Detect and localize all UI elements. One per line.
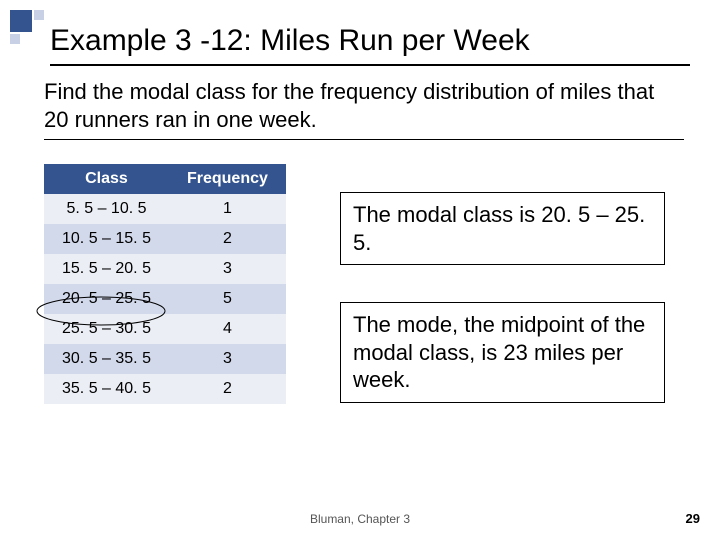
cell-freq: 3 [169,254,286,284]
slide-subtitle: Find the modal class for the frequency d… [44,78,684,140]
corner-decoration [10,10,50,50]
table-row: 15. 5 – 20. 5 3 [44,254,286,284]
table-row: 5. 5 – 10. 5 1 [44,194,286,224]
cell-class: 35. 5 – 40. 5 [44,374,169,404]
square-icon [10,34,20,44]
frequency-table: Class Frequency 5. 5 – 10. 5 1 10. 5 – 1… [44,164,286,404]
slide-title: Example 3 -12: Miles Run per Week [50,24,690,66]
cell-class: 5. 5 – 10. 5 [44,194,169,224]
table-row: 35. 5 – 40. 5 2 [44,374,286,404]
cell-freq: 5 [169,284,286,314]
table-row: 25. 5 – 30. 5 4 [44,314,286,344]
table-row: 20. 5 – 25. 5 5 [44,284,286,314]
table-row: 30. 5 – 35. 5 3 [44,344,286,374]
table-header-row: Class Frequency [44,164,286,194]
callout-modal-class: The modal class is 20. 5 – 25. 5. [340,192,665,265]
cell-class: 15. 5 – 20. 5 [44,254,169,284]
footer-source: Bluman, Chapter 3 [310,512,410,526]
page-number: 29 [686,511,700,526]
callout-mode: The mode, the midpoint of the modal clas… [340,302,665,403]
cell-freq: 3 [169,344,286,374]
cell-class: 20. 5 – 25. 5 [44,284,169,314]
col-header-class: Class [44,164,169,194]
cell-freq: 2 [169,374,286,404]
table-row: 10. 5 – 15. 5 2 [44,224,286,254]
cell-class: 30. 5 – 35. 5 [44,344,169,374]
cell-freq: 2 [169,224,286,254]
col-header-frequency: Frequency [169,164,286,194]
square-icon [10,10,32,32]
cell-class: 25. 5 – 30. 5 [44,314,169,344]
cell-class: 10. 5 – 15. 5 [44,224,169,254]
cell-freq: 1 [169,194,286,224]
square-icon [34,10,44,20]
cell-freq: 4 [169,314,286,344]
